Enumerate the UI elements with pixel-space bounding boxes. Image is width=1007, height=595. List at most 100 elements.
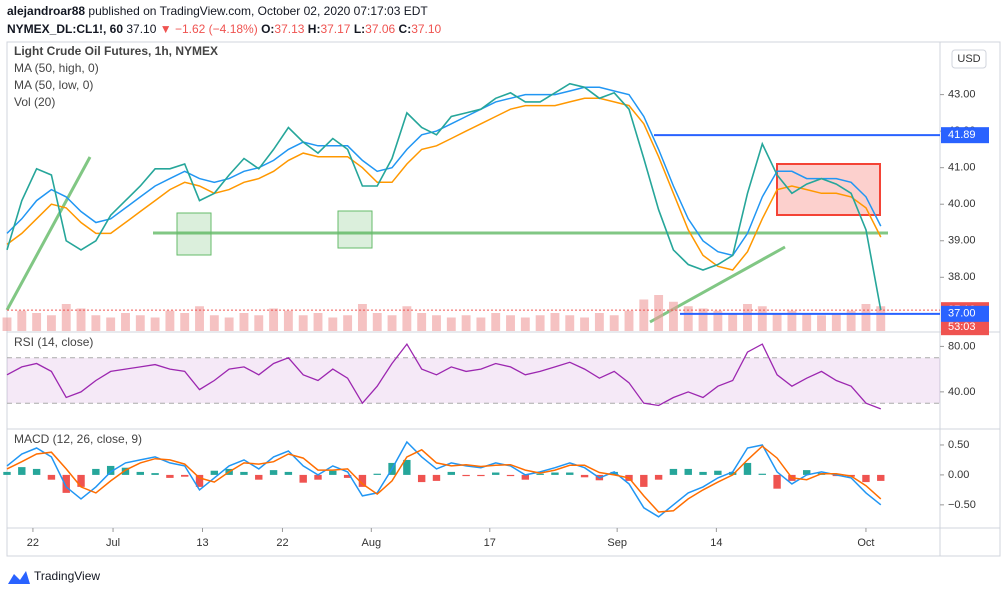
- volume-bar: [802, 313, 812, 331]
- volume-bar: [535, 315, 545, 331]
- macd-histogram-bar: [343, 474, 352, 478]
- x-tick-label: Aug: [362, 537, 382, 549]
- volume-bar: [32, 313, 42, 331]
- volume-bar: [165, 310, 175, 331]
- header-line-2: NYMEX_DL:CL1!, 60 37.10 ▼ −1.62 (−4.18%)…: [7, 22, 442, 36]
- volume-bar: [580, 317, 590, 331]
- volume-bar: [417, 313, 427, 331]
- ohlc-key: L:: [354, 22, 365, 36]
- macd-histogram-bar: [136, 471, 144, 475]
- macd-histogram-bar: [403, 459, 411, 475]
- macd-histogram-bar: [580, 474, 589, 478]
- volume-bar: [654, 295, 664, 331]
- volume-bar: [668, 301, 678, 331]
- highlight-box: [337, 210, 373, 249]
- macd-histogram-bar: [181, 474, 189, 477]
- macd-histogram-bar: [758, 473, 766, 475]
- published: published on TradingView.com, October 02…: [88, 4, 428, 18]
- volume-bar: [269, 308, 279, 331]
- volume-bar: [106, 317, 116, 331]
- macd-histogram-bar: [62, 474, 70, 493]
- macd-histogram-bar: [77, 474, 85, 487]
- macd-histogram-bar: [255, 474, 263, 480]
- brand: TradingView: [34, 569, 100, 583]
- indicator-line: [6, 440, 882, 518]
- ohlc-key: H:: [308, 22, 321, 36]
- price-label: 41.89: [948, 129, 976, 141]
- macd-histogram-bar: [610, 471, 618, 475]
- macd-histogram-bar: [151, 473, 159, 475]
- volume-bar: [343, 315, 353, 331]
- volume-bar: [594, 313, 604, 331]
- macd-histogram-bar: [803, 470, 811, 475]
- volume-bar: [520, 317, 530, 331]
- volume-bar: [150, 317, 160, 331]
- macd-histogram-bar: [358, 474, 367, 487]
- macd-histogram-bar: [284, 471, 293, 475]
- volume-bar: [861, 304, 871, 331]
- y-tick-label: 41.00: [948, 162, 976, 174]
- macd-histogram-bar: [47, 474, 56, 480]
- macd-histogram-bar: [210, 470, 219, 475]
- volume-bar: [846, 310, 856, 331]
- macd-histogram-bar: [506, 474, 515, 477]
- macd-histogram-bar: [3, 471, 11, 475]
- footer: TradingView: [8, 569, 100, 584]
- ohlc-key: C:: [399, 22, 412, 36]
- macd-histogram-bar: [417, 474, 426, 483]
- legend-entry: MA (50, high, 0): [14, 61, 99, 75]
- macd-histogram-bar: [92, 468, 100, 475]
- macd-histogram-bar: [269, 470, 278, 475]
- x-tick-label: Sep: [607, 537, 627, 549]
- macd-histogram-bar: [299, 474, 307, 483]
- macd-histogram-bar: [106, 465, 115, 475]
- macd-histogram-bar: [18, 467, 26, 475]
- volume-bar: [328, 317, 338, 331]
- x-tick-label: 14: [710, 537, 722, 549]
- volume-bar: [313, 313, 323, 331]
- arrow: ▼: [160, 22, 172, 36]
- macd-histogram-bar: [551, 472, 559, 475]
- change: −1.62 (−4.18%): [175, 22, 258, 36]
- volume-bar: [609, 315, 619, 331]
- volume-bar: [831, 313, 841, 331]
- macd-histogram-bar: [654, 474, 663, 480]
- volume-bar: [728, 313, 738, 331]
- macd-histogram-bar: [773, 474, 781, 489]
- ohlc-key: O:: [261, 22, 274, 36]
- volume-bar: [565, 315, 575, 331]
- countdown: 53:03: [948, 321, 976, 333]
- legend-entry: Vol (20): [14, 95, 55, 109]
- volume-bar: [61, 304, 71, 331]
- volume-bar: [624, 310, 634, 331]
- y-tick-label: 43.00: [948, 89, 976, 101]
- volume-bar: [446, 317, 456, 331]
- y-tick-label: −0.50: [948, 499, 976, 511]
- x-tick-label: Jul: [106, 537, 120, 549]
- price-label-box: [941, 305, 989, 322]
- countdown-box: [941, 319, 989, 336]
- x-tick-label: 17: [484, 537, 496, 549]
- indicator-line: [6, 86, 882, 257]
- author: alejandroar88: [7, 4, 85, 18]
- volume-bar: [772, 313, 782, 331]
- y-tick-label: 40.00: [948, 198, 976, 210]
- macd-histogram-bar: [166, 474, 174, 478]
- volume-bar: [817, 315, 826, 331]
- ohlc-value: 37.06: [365, 22, 395, 36]
- currency: USD: [957, 53, 980, 65]
- macd-histogram-bar: [743, 462, 752, 475]
- volume-bar: [372, 313, 382, 331]
- macd-histogram-bar: [121, 467, 130, 475]
- macd-histogram-bar: [329, 470, 337, 475]
- macd-histogram-bar: [314, 474, 322, 480]
- volume-bar: [432, 315, 441, 331]
- macd-histogram-bar: [373, 473, 381, 475]
- price-label-box: [941, 127, 989, 144]
- y-tick-label: 80.00: [948, 340, 976, 352]
- y-tick-label: 39.00: [948, 235, 976, 247]
- macd-histogram-bar: [640, 474, 648, 487]
- x-tick-label: 13: [196, 537, 208, 549]
